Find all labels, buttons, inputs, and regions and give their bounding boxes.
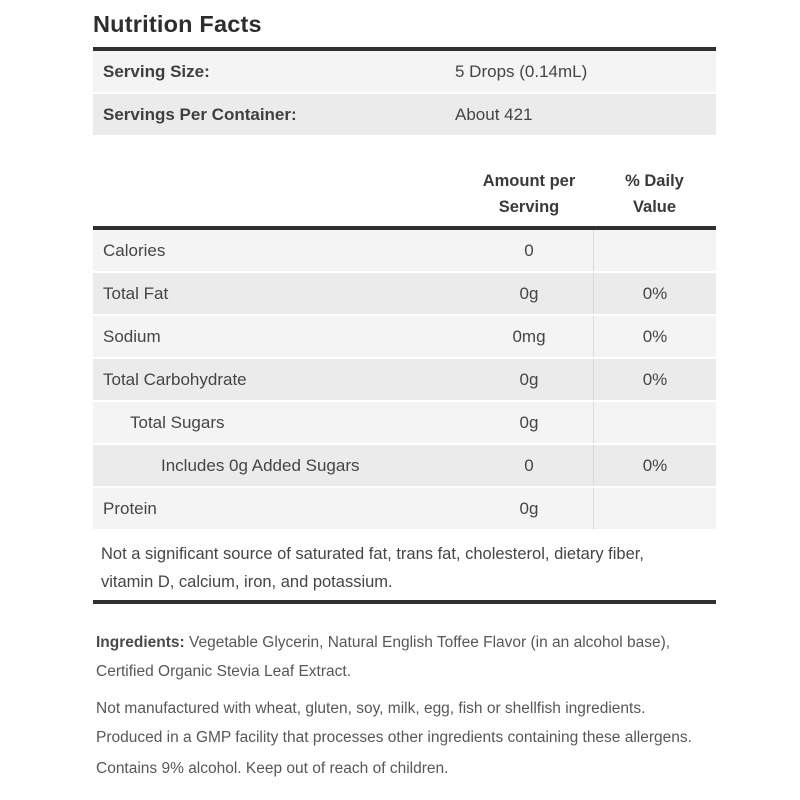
- nutrient-name: Protein: [103, 498, 157, 518]
- table-row-total-sugars: Total Sugars 0g: [93, 402, 716, 443]
- nutrient-name: Total Sugars: [130, 412, 225, 432]
- nutrient-amount: 0g: [519, 283, 539, 303]
- divider-rule-bottom: [93, 600, 716, 604]
- table-row-protein: Protein 0g: [93, 488, 716, 529]
- nutrient-daily: [593, 230, 716, 271]
- ingredients-line2: Certified Organic Stevia Leaf Extract.: [96, 663, 352, 680]
- amount-per-serving-header: Amount per Serving: [465, 168, 593, 220]
- nutrient-amount: 0g: [519, 498, 539, 518]
- daily-header-line1: % Daily: [625, 172, 684, 190]
- ingredients-paragraph: Ingredients: Vegetable Glycerin, Natural…: [96, 628, 716, 686]
- table-row-sodium: Sodium 0mg 0%: [93, 316, 716, 357]
- table-row-calories: Calories 0: [93, 230, 716, 271]
- ingredients-line1: Ingredients: Vegetable Glycerin, Natural…: [96, 628, 716, 657]
- servings-per-container-label: Servings Per Container:: [103, 104, 297, 124]
- nutrition-facts-panel: Nutrition Facts Serving Size: 5 Drops (0…: [93, 0, 716, 783]
- supplement-details-section: Ingredients: Vegetable Glycerin, Natural…: [93, 628, 716, 783]
- nutrient-name: Calories: [103, 240, 166, 260]
- nutrient-daily: 0%: [593, 316, 716, 357]
- divider-rule-top: [93, 47, 716, 51]
- serving-size-label: Serving Size:: [103, 61, 210, 81]
- nutrient-amount: 0: [524, 240, 534, 260]
- footnote-line2: vitamin D, calcium, iron, and potassium.: [101, 573, 393, 591]
- table-row-total-fat: Total Fat 0g 0%: [93, 273, 716, 314]
- nutrient-amount: 0mg: [512, 326, 546, 346]
- ingredients-label: Ingredients:: [96, 634, 185, 651]
- nutrient-amount: 0g: [519, 412, 539, 432]
- table-row-added-sugars: Includes 0g Added Sugars 0 0%: [93, 445, 716, 486]
- nutrient-daily: 0%: [593, 273, 716, 314]
- nutrient-daily: 0%: [593, 359, 716, 400]
- daily-header-line2: Value: [632, 198, 677, 216]
- serving-size-row: Serving Size: 5 Drops (0.14mL): [93, 51, 716, 92]
- allergen-paragraph: Not manufactured with wheat, gluten, soy…: [96, 694, 716, 752]
- daily-value-header: % Daily Value: [593, 168, 716, 220]
- not-significant-source-note: Not a significant source of saturated fa…: [93, 531, 716, 600]
- nutrient-daily: [593, 402, 716, 443]
- ingredients-line1-text: Vegetable Glycerin, Natural English Toff…: [189, 634, 671, 651]
- nutrient-name: Sodium: [103, 326, 161, 346]
- nutrient-amount: 0: [524, 455, 534, 475]
- nutrient-name: Total Fat: [103, 283, 169, 303]
- table-row-total-carbohydrate: Total Carbohydrate 0g 0%: [93, 359, 716, 400]
- servings-per-container-value: About 421: [455, 104, 533, 124]
- divider-rule-table-top: [93, 226, 716, 230]
- nutrient-name: Total Carbohydrate: [103, 369, 247, 389]
- amount-header-line2: Serving: [498, 198, 560, 216]
- footnote-line1: Not a significant source of saturated fa…: [101, 545, 644, 563]
- allergen-line2: Produced in a GMP facility that processe…: [96, 729, 692, 746]
- nutrient-amount: 0g: [519, 369, 539, 389]
- allergen-line1: Not manufactured with wheat, gluten, soy…: [96, 700, 646, 717]
- alcohol-warning: Contains 9% alcohol. Keep out of reach o…: [96, 760, 449, 777]
- nutrient-name: Includes 0g Added Sugars: [161, 455, 360, 475]
- nutrient-daily: 0%: [593, 445, 716, 486]
- page-title: Nutrition Facts: [93, 11, 262, 37]
- nutrient-daily: [593, 488, 716, 529]
- table-column-headers: Amount per Serving % Daily Value: [93, 168, 716, 226]
- servings-per-container-row: Servings Per Container: About 421: [93, 94, 716, 135]
- serving-size-value: 5 Drops (0.14mL): [455, 61, 588, 81]
- column-header-spacer: [93, 168, 465, 220]
- amount-header-line1: Amount per: [482, 172, 576, 190]
